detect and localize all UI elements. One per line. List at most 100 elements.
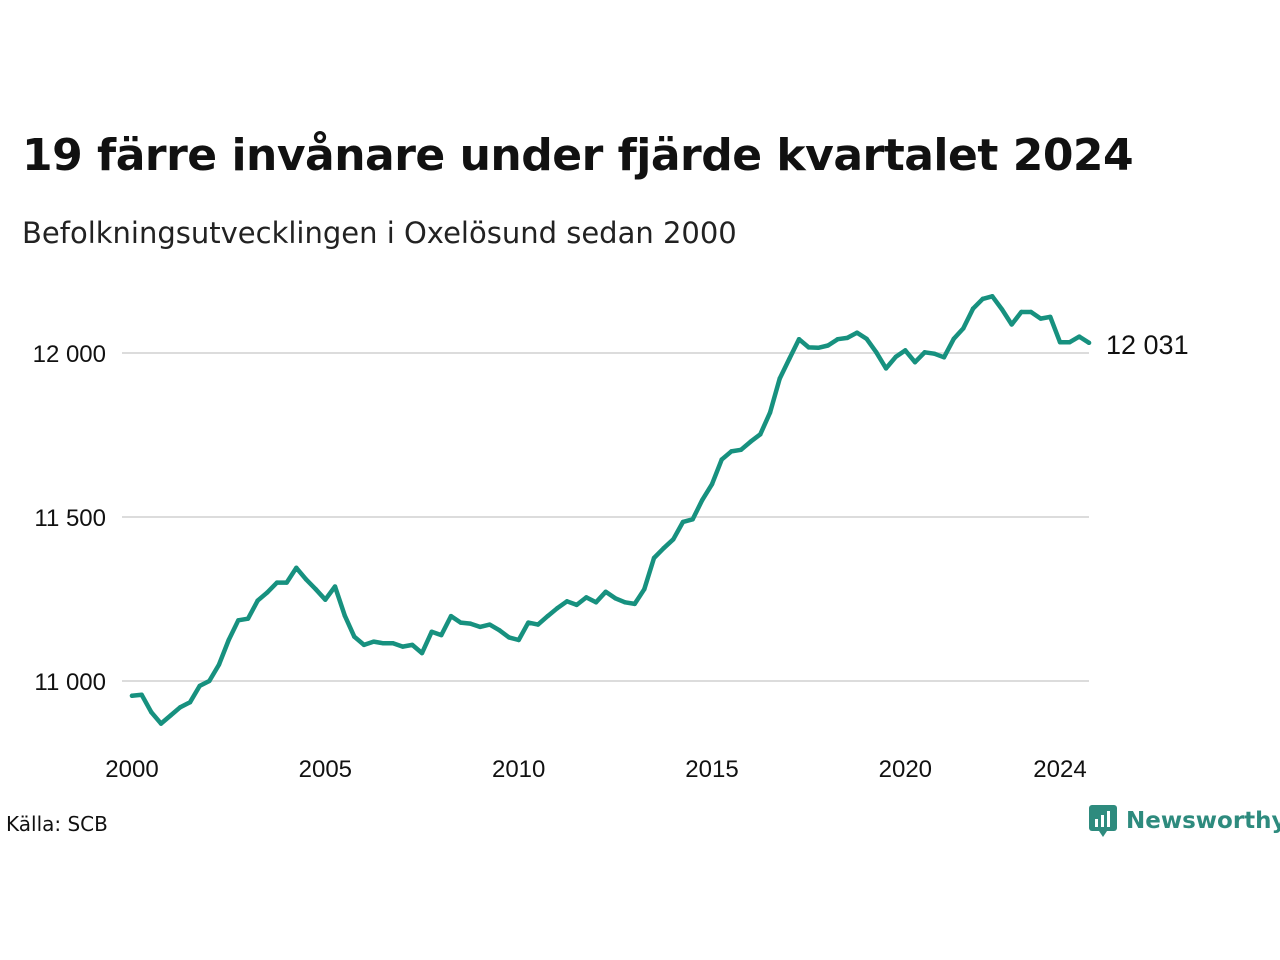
brand-logo: Newsworthy bbox=[1088, 804, 1280, 838]
data-point bbox=[323, 597, 328, 602]
data-point bbox=[129, 693, 135, 698]
data-point bbox=[448, 613, 454, 619]
chart-title: 19 färre invånare under fjärde kvartalet… bbox=[22, 130, 1134, 181]
data-point bbox=[893, 354, 898, 360]
data-point bbox=[999, 307, 1005, 312]
data-point bbox=[284, 580, 289, 585]
data-point bbox=[303, 577, 309, 582]
data-point bbox=[158, 721, 164, 726]
data-point bbox=[980, 296, 985, 302]
data-point bbox=[1067, 339, 1072, 345]
data-point bbox=[961, 326, 966, 331]
data-point bbox=[854, 330, 860, 335]
data-point bbox=[1048, 314, 1053, 320]
data-point bbox=[835, 337, 840, 342]
data-point bbox=[187, 700, 193, 705]
data-point bbox=[265, 590, 270, 595]
data-point bbox=[555, 605, 560, 611]
data-point bbox=[236, 618, 241, 623]
data-point bbox=[613, 596, 618, 601]
data-point bbox=[864, 336, 869, 342]
data-point bbox=[874, 350, 879, 355]
data-point bbox=[1086, 340, 1092, 346]
x-tick-label: 2020 bbox=[879, 756, 932, 783]
data-point bbox=[951, 336, 956, 342]
data-point bbox=[1038, 316, 1043, 321]
data-point bbox=[651, 555, 657, 561]
x-tick-label: 2010 bbox=[492, 756, 545, 783]
data-point bbox=[361, 642, 367, 648]
data-point bbox=[487, 622, 492, 627]
data-point bbox=[767, 410, 773, 415]
data-point bbox=[796, 337, 802, 342]
data-point bbox=[207, 678, 212, 684]
data-point bbox=[690, 517, 695, 522]
data-point bbox=[748, 439, 753, 444]
data-point bbox=[313, 586, 318, 592]
gridlines bbox=[122, 352, 1089, 682]
data-point bbox=[816, 345, 821, 350]
data-point bbox=[845, 335, 850, 341]
data-point bbox=[642, 586, 647, 592]
series-layer bbox=[129, 294, 1092, 726]
data-point bbox=[429, 629, 434, 634]
x-axis-labels: 2000 2005 2010 2015 2020 2024 bbox=[105, 756, 1086, 783]
data-point bbox=[197, 683, 202, 689]
newsworthy-logo-icon bbox=[1089, 805, 1117, 837]
data-point bbox=[439, 632, 444, 638]
data-point bbox=[912, 359, 918, 365]
data-point bbox=[738, 447, 744, 452]
data-point bbox=[255, 598, 260, 603]
data-point bbox=[410, 642, 415, 648]
source-note: Källa: SCB bbox=[6, 812, 108, 836]
data-point bbox=[332, 584, 338, 589]
brand-name: Newsworthy bbox=[1126, 808, 1280, 834]
data-point bbox=[274, 580, 280, 585]
data-point bbox=[400, 644, 405, 649]
data-point bbox=[497, 627, 502, 633]
data-point bbox=[1057, 339, 1063, 345]
data-point bbox=[700, 497, 705, 503]
data-point bbox=[526, 620, 531, 625]
data-point bbox=[941, 355, 947, 360]
data-point bbox=[381, 641, 386, 646]
data-point bbox=[806, 345, 811, 350]
data-point bbox=[564, 599, 570, 604]
data-point bbox=[593, 600, 599, 605]
data-point bbox=[168, 713, 173, 718]
data-point bbox=[245, 616, 251, 621]
y-tick-label: 11 000 bbox=[34, 669, 106, 696]
data-point bbox=[1077, 334, 1082, 339]
data-point bbox=[458, 620, 463, 625]
data-point bbox=[719, 457, 724, 462]
data-point bbox=[468, 621, 473, 626]
x-tick-label: 2005 bbox=[299, 756, 352, 783]
data-point bbox=[825, 343, 831, 348]
data-point bbox=[671, 537, 676, 542]
data-point bbox=[922, 350, 927, 355]
data-point bbox=[970, 306, 976, 311]
data-point bbox=[178, 705, 183, 710]
data-point bbox=[516, 637, 521, 643]
data-point bbox=[216, 662, 222, 667]
data-point bbox=[661, 545, 666, 551]
data-point bbox=[535, 622, 541, 627]
data-point bbox=[1028, 309, 1034, 315]
chart-subtitle: Befolkningsutvecklingen i Oxelösund seda… bbox=[22, 216, 737, 250]
data-point bbox=[787, 356, 792, 362]
data-point bbox=[149, 709, 154, 715]
data-point bbox=[294, 565, 299, 571]
x-tick-label: 2000 bbox=[105, 756, 158, 783]
data-point bbox=[1019, 309, 1024, 315]
data-point bbox=[932, 351, 937, 356]
data-point bbox=[777, 376, 782, 381]
data-point bbox=[622, 600, 628, 605]
x-tick-label: 2024 bbox=[1033, 756, 1086, 783]
data-point bbox=[584, 595, 589, 600]
data-point bbox=[709, 482, 715, 487]
data-point bbox=[758, 432, 763, 437]
data-point bbox=[390, 641, 396, 646]
end-value-label: 12 031 bbox=[1106, 330, 1189, 360]
y-tick-label: 11 500 bbox=[34, 505, 106, 532]
